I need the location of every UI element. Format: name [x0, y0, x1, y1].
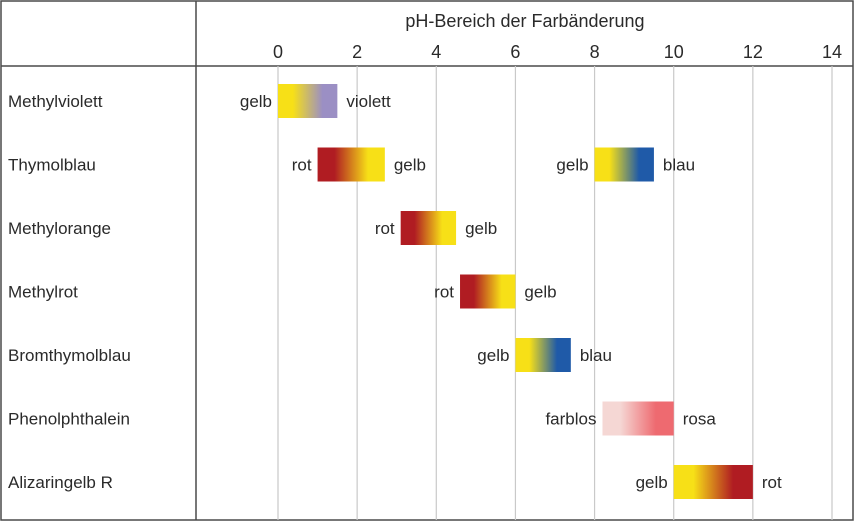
to-color-label: gelb: [524, 283, 556, 302]
indicator-name: Phenolphthalein: [8, 410, 130, 429]
indicator-row: Phenolphthalein farblos rosa: [8, 401, 717, 436]
range-bar: [594, 147, 654, 182]
x-tick-label-10: 10: [664, 42, 684, 62]
from-color-label: gelb: [636, 473, 668, 492]
range-bar: [673, 465, 753, 499]
indicator-name: Bromthymolblau: [8, 346, 131, 365]
range-bar: [602, 401, 674, 436]
to-color-label: blau: [663, 156, 695, 175]
range-bar: [515, 338, 571, 372]
range-bar: [278, 84, 338, 118]
range-bar: [460, 274, 516, 309]
x-tick-label-6: 6: [510, 42, 520, 62]
x-tick-label-14: 14: [822, 42, 842, 62]
indicator-name: Methylviolett: [8, 92, 103, 111]
indicator-row: Thymolblau rot gelb gelb blau: [8, 147, 695, 182]
indicator-name: Alizaringelb R: [8, 473, 113, 492]
indicator-row: Methylviolett gelb violett: [8, 84, 391, 118]
indicator-row: Methylrot rot gelb: [8, 274, 557, 309]
indicator-row: Alizaringelb R gelb rot: [8, 465, 782, 499]
x-tick-labels: 0 2 4 6 8 10 12 14: [273, 42, 842, 62]
x-tick-label-12: 12: [743, 42, 763, 62]
from-color-label: gelb: [477, 346, 509, 365]
indicator-name: Methylorange: [8, 219, 111, 238]
from-color-label: rot: [434, 283, 454, 302]
indicator-row: Bromthymolblau gelb blau: [8, 338, 612, 372]
to-color-label: rosa: [683, 410, 717, 429]
indicator-name: Methylrot: [8, 283, 78, 302]
x-tick-label-4: 4: [431, 42, 441, 62]
x-tick-label-8: 8: [590, 42, 600, 62]
range-bar: [317, 147, 385, 182]
from-color-label: rot: [375, 219, 395, 238]
indicator-row: Methylorange rot gelb: [8, 211, 497, 245]
to-color-label: gelb: [394, 156, 426, 175]
from-color-label: gelb: [240, 92, 272, 111]
from-color-label: farblos: [545, 410, 596, 429]
indicator-rows: Methylviolett gelb violett Thymolblau rot gel…: [8, 84, 782, 499]
to-color-label: gelb: [465, 219, 497, 238]
to-color-label: blau: [580, 346, 612, 365]
from-color-label: gelb: [556, 156, 588, 175]
x-tick-label-0: 0: [273, 42, 283, 62]
indicator-name: Thymolblau: [8, 156, 96, 175]
from-color-label: rot: [292, 156, 312, 175]
to-color-label: violett: [346, 92, 391, 111]
range-bar: [400, 211, 457, 245]
axis-title: pH-Bereich der Farbänderung: [405, 11, 644, 31]
x-tick-label-2: 2: [352, 42, 362, 62]
to-color-label: rot: [762, 473, 782, 492]
